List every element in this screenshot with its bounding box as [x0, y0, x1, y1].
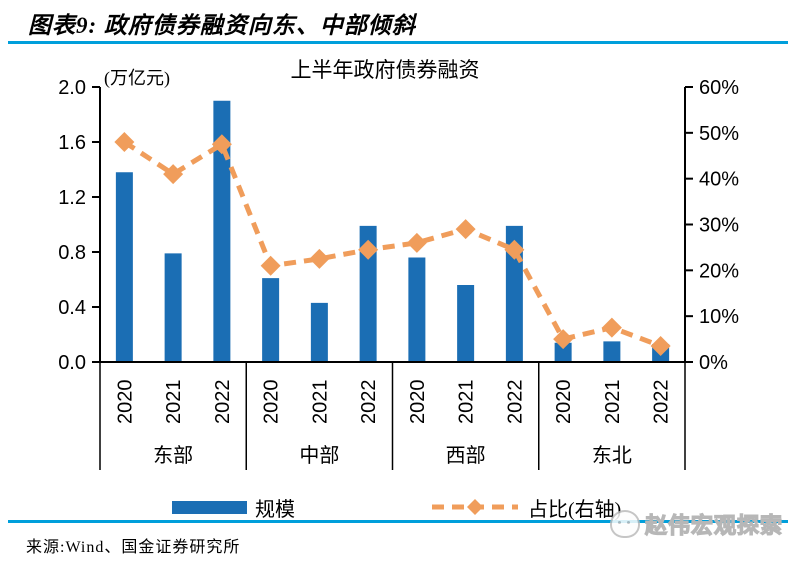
line-point-西部-2022 [504, 239, 525, 260]
right-axis-tick-label: 0% [699, 352, 728, 374]
line-point-东北-2020 [553, 329, 574, 350]
legend-label-share: 占比(右轴) [528, 498, 622, 521]
bar-中部-2020 [262, 278, 280, 362]
right-axis-tick-label: 40% [699, 169, 739, 191]
year-label: 2021 [163, 380, 185, 425]
bar-中部-2021 [310, 302, 328, 362]
region-label-东北: 东北 [592, 444, 632, 467]
year-label: 2020 [261, 380, 283, 425]
line-point-东北-2022 [650, 335, 671, 356]
chart-canvas: 上半年政府债券融资 (万亿元) 2.0 1.6 1.2 0.8 0.4 0.0 60% 50% 40… [58, 58, 739, 470]
watermark: 赵伟宏观探索 [610, 508, 783, 540]
legend-item-scale: 规模 [172, 494, 295, 521]
year-label: 2021 [602, 380, 624, 425]
bar-东北-2021 [603, 341, 621, 362]
left-axis-tick-label: 1.6 [58, 132, 86, 154]
diamond-marker-icon [467, 499, 483, 515]
line-point-中部-2020 [260, 255, 281, 276]
bar-西部-2021 [457, 285, 475, 362]
legend-item-share: 占比(右轴) [430, 494, 622, 521]
source-note: 来源:Wind、国金证券研究所 [26, 539, 241, 556]
line-point-西部-2020 [406, 232, 427, 253]
bottom-divider-line [8, 520, 788, 523]
watermark-text: 赵伟宏观探索 [644, 512, 784, 538]
chart-title: 上半年政府债券融资 [291, 58, 480, 82]
watermark-logo-icon [610, 510, 640, 538]
share-line [123, 139, 662, 349]
year-label: 2020 [114, 380, 136, 425]
left-axis-tick-label: 2.0 [58, 77, 86, 99]
figure-title: 图表9: 政府债券融资向东、中部倾斜 [28, 13, 416, 38]
top-divider-line [8, 41, 788, 44]
bar-东北-2020 [554, 342, 572, 362]
bar-东部-2022 [213, 100, 231, 362]
bar-西部-2020 [408, 257, 426, 362]
line-point-中部-2022 [358, 239, 379, 260]
line-point-东部-2022 [211, 134, 232, 155]
line-point-东北-2021 [601, 317, 622, 338]
line-swatch [432, 499, 518, 515]
line-point-中部-2021 [309, 248, 330, 269]
year-label: 2022 [358, 380, 380, 425]
line-point-东部-2021 [163, 164, 184, 185]
chart-legend: 规模 占比(右轴) [0, 494, 795, 521]
bar-东部-2021 [164, 253, 182, 362]
line-point-西部-2021 [455, 219, 476, 240]
bar-东部-2020 [115, 172, 133, 362]
year-label: 2022 [651, 380, 673, 425]
year-label: 2021 [456, 380, 478, 425]
left-axis-tick-label: 0.4 [58, 297, 86, 319]
region-label-中部: 中部 [299, 444, 339, 467]
bar-swatch [172, 500, 247, 514]
legend-label-scale: 规模 [255, 498, 295, 521]
year-label: 2022 [504, 380, 526, 425]
line-point-东部-2020 [114, 132, 135, 152]
left-axis-tick-label: 0.0 [58, 352, 86, 374]
year-label: 2020 [553, 380, 575, 425]
year-label: 2020 [407, 380, 429, 425]
left-axis-unit-label: (万亿元) [104, 68, 170, 89]
left-axis-tick-label: 1.2 [58, 187, 86, 209]
right-axis-tick-label: 50% [699, 123, 739, 145]
right-axis-tick-label: 30% [699, 215, 739, 237]
year-label: 2021 [309, 380, 331, 425]
right-axis-tick-label: 20% [699, 260, 739, 282]
region-label-东部: 东部 [153, 444, 193, 467]
region-label-西部: 西部 [446, 444, 486, 467]
right-axis-tick-label: 60% [699, 77, 739, 99]
right-axis-tick-label: 10% [699, 306, 739, 328]
bar-中部-2022 [359, 225, 377, 362]
year-label: 2022 [212, 380, 234, 425]
left-axis-tick-label: 0.8 [58, 242, 86, 264]
